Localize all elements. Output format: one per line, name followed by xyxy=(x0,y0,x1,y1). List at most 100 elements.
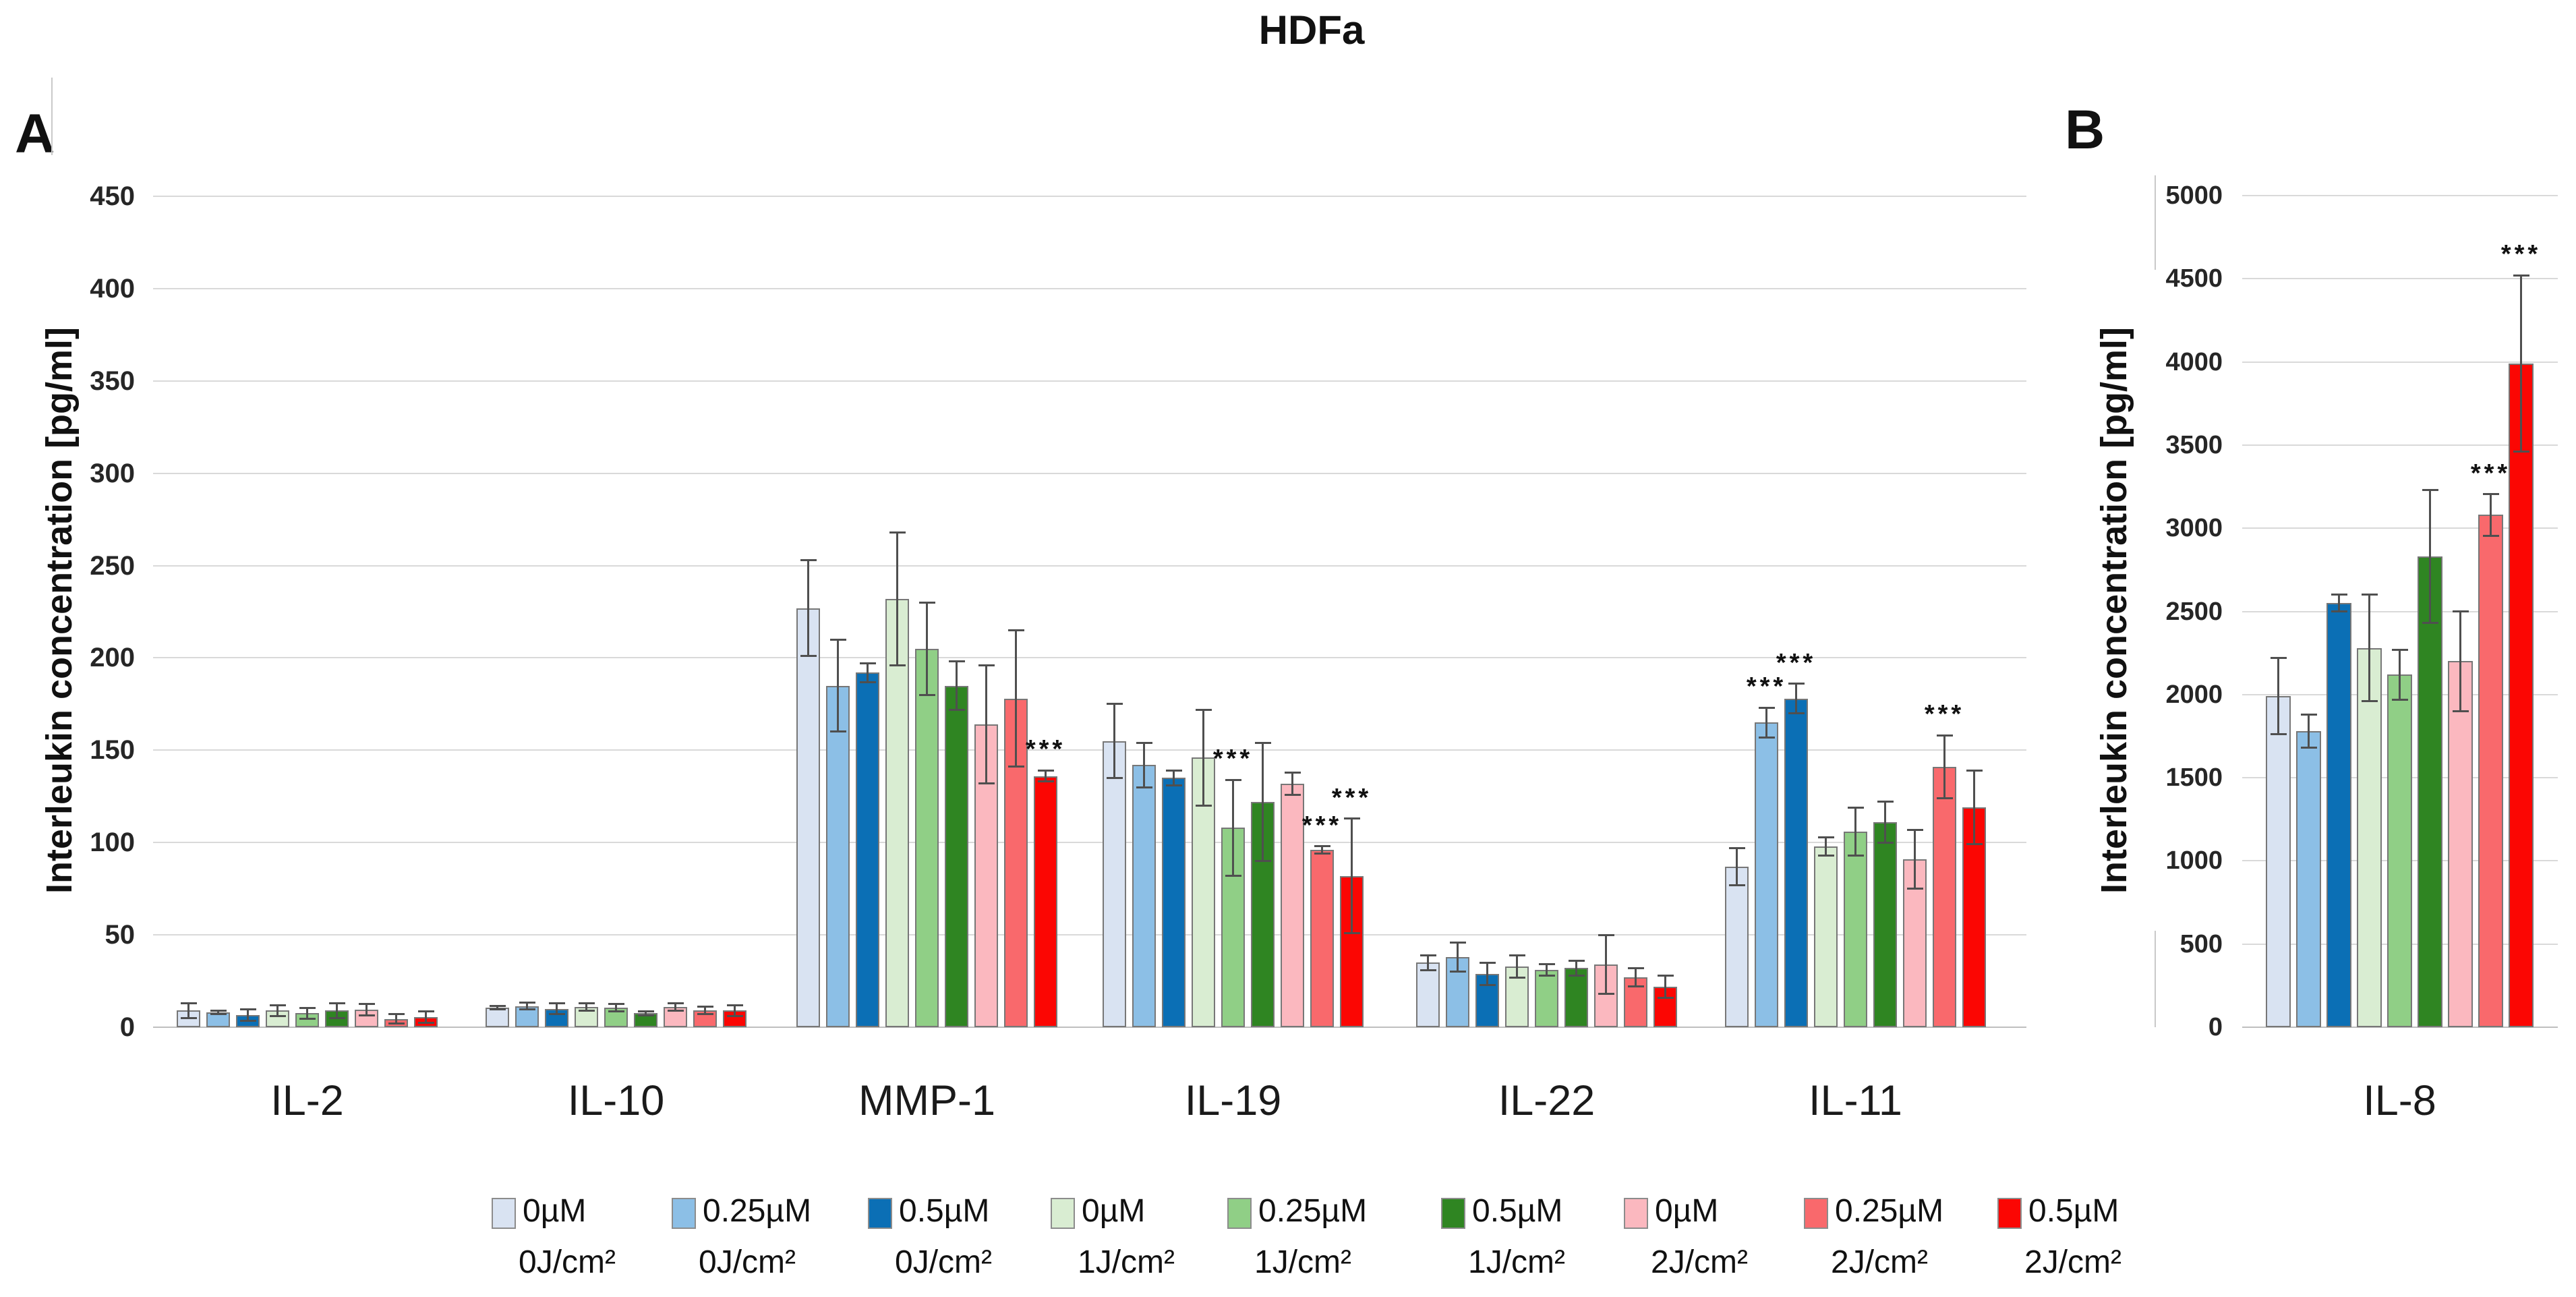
legend-swatch-5 xyxy=(1441,1198,1465,1229)
legend-swatch-1 xyxy=(672,1198,696,1229)
category-label-IL-22: IL-22 xyxy=(1498,1077,1596,1124)
error-cap-IL-19-8-1 xyxy=(1343,931,1360,934)
error-cap-MMP-1-8-1 xyxy=(1037,780,1054,783)
y-tick-A-450: 450 xyxy=(90,181,135,211)
significance-marker-IL-11-7: *** xyxy=(1924,700,1965,729)
error-cap-IL-22-2-1 xyxy=(1479,983,1496,986)
error-cap-IL-2-6-0 xyxy=(358,1003,375,1006)
error-bar-IL-10-7 xyxy=(704,1006,706,1014)
legend-conc-label-2: 0.5µM xyxy=(899,1193,990,1229)
bar-IL-19-0µM 0J/cm² xyxy=(1103,741,1126,1027)
error-bar-IL-8-4 xyxy=(2399,650,2401,700)
bar-IL-19-0.5µM 2J/cm² xyxy=(1340,875,1364,1027)
error-bar-IL-10-0 xyxy=(496,1006,498,1010)
gridline-B-4000 xyxy=(2242,361,2558,363)
gridline-A-250 xyxy=(153,565,2026,567)
significance-marker-IL-19-4: *** xyxy=(1212,745,1254,774)
error-cap-IL-10-4-1 xyxy=(608,1010,624,1013)
error-cap-MMP-1-4-1 xyxy=(918,693,935,696)
error-cap-MMP-1-4-0 xyxy=(918,601,935,604)
legend-swatch-6 xyxy=(1624,1198,1648,1229)
error-cap-IL-19-4-1 xyxy=(1225,875,1241,877)
error-cap-IL-11-7-1 xyxy=(1936,797,1953,799)
y-tick-A-0: 0 xyxy=(119,1012,135,1042)
error-cap-MMP-1-1-0 xyxy=(829,638,846,641)
legend-conc-label-1: 0.25µM xyxy=(703,1193,812,1229)
error-cap-MMP-1-2-0 xyxy=(859,662,876,665)
error-cap-IL-10-8-1 xyxy=(726,1015,743,1018)
error-bar-IL-22-3 xyxy=(1516,955,1518,978)
error-bar-IL-19-0 xyxy=(1113,703,1115,778)
error-cap-MMP-1-5-1 xyxy=(948,708,965,711)
x-axis-line-B xyxy=(2242,1027,2558,1028)
error-cap-IL-22-5-1 xyxy=(1568,974,1585,977)
bar-IL-11-0.25µM 0J/cm² xyxy=(1755,722,1778,1027)
significance-marker-IL-8-8: *** xyxy=(2500,240,2542,269)
error-cap-IL-22-0-1 xyxy=(1419,969,1436,971)
error-cap-IL-2-1-1 xyxy=(210,1013,227,1016)
bar-IL-8-0.25µM 0J/cm² xyxy=(2296,731,2321,1027)
error-cap-IL-8-1-0 xyxy=(2300,713,2317,716)
error-cap-IL-11-4-1 xyxy=(1847,854,1864,857)
bar-IL-8-0.25µM 2J/cm² xyxy=(2478,515,2503,1027)
error-bar-IL-10-1 xyxy=(526,1002,528,1010)
error-bar-IL-22-8 xyxy=(1664,975,1666,998)
y-axis-line-B-1 xyxy=(2155,931,2156,1027)
error-cap-IL-8-3-1 xyxy=(2361,700,2378,703)
bar-IL-19-0.25µM 2J/cm² xyxy=(1310,850,1334,1027)
significance-marker-MMP-1-8: *** xyxy=(1025,735,1066,764)
error-cap-MMP-1-5-0 xyxy=(948,660,965,663)
error-cap-IL-10-5-0 xyxy=(637,1010,654,1013)
error-bar-IL-19-7 xyxy=(1321,846,1323,854)
error-cap-IL-19-6-0 xyxy=(1284,771,1301,774)
error-bar-IL-19-5 xyxy=(1262,743,1264,861)
bar-IL-8-0.5µM 1J/cm² xyxy=(2418,556,2442,1027)
gridline-A-450 xyxy=(153,195,2026,197)
error-bar-IL-8-3 xyxy=(2368,594,2370,701)
gridline-B-3000 xyxy=(2242,527,2558,529)
error-cap-IL-2-2-1 xyxy=(239,1019,256,1022)
error-cap-MMP-1-3-0 xyxy=(889,531,906,534)
error-cap-IL-8-3-0 xyxy=(2361,594,2378,596)
significance-marker-IL-8-7: *** xyxy=(2470,459,2511,488)
error-bar-MMP-1-0 xyxy=(807,560,809,656)
error-cap-IL-19-0-1 xyxy=(1106,776,1123,779)
error-cap-MMP-1-6-1 xyxy=(978,782,995,785)
error-cap-IL-8-5-1 xyxy=(2422,622,2438,625)
error-cap-IL-8-7-1 xyxy=(2482,534,2499,537)
error-cap-IL-19-2-1 xyxy=(1165,784,1182,786)
bar-MMP-1-0µM 0J/cm² xyxy=(796,608,820,1027)
error-cap-IL-8-5-0 xyxy=(2422,488,2438,491)
legend-swatch-0 xyxy=(492,1198,516,1229)
error-bar-MMP-1-4 xyxy=(926,602,928,695)
error-cap-IL-2-5-1 xyxy=(328,1016,345,1019)
bar-IL-22-0.25µM 1J/cm² xyxy=(1535,970,1558,1027)
error-cap-IL-2-0-1 xyxy=(180,1016,197,1019)
category-label-IL-8: IL-8 xyxy=(2363,1077,2436,1124)
error-cap-IL-2-2-0 xyxy=(239,1008,256,1011)
error-cap-IL-22-1-1 xyxy=(1449,971,1466,973)
error-cap-IL-19-3-1 xyxy=(1195,804,1212,807)
error-cap-IL-2-1-0 xyxy=(210,1009,227,1012)
y-tick-B-2000: 2000 xyxy=(2165,680,2223,709)
error-bar-IL-22-6 xyxy=(1605,935,1607,994)
error-cap-IL-10-8-0 xyxy=(726,1004,743,1006)
error-cap-IL-19-4-0 xyxy=(1225,778,1241,781)
error-cap-IL-11-3-1 xyxy=(1817,854,1834,857)
panel-a-label: A xyxy=(15,103,55,165)
legend-swatch-7 xyxy=(1804,1198,1828,1229)
error-bar-IL-11-2 xyxy=(1795,683,1797,714)
error-bar-IL-2-1 xyxy=(217,1010,219,1014)
bar-IL-8-0.5µM 2J/cm² xyxy=(2509,364,2534,1027)
x-axis-line-A xyxy=(153,1027,2026,1028)
error-cap-IL-11-5-1 xyxy=(1877,841,1894,844)
category-label-MMP-1: MMP-1 xyxy=(858,1077,995,1124)
error-cap-MMP-1-3-1 xyxy=(889,664,906,666)
error-bar-IL-8-8 xyxy=(2520,275,2522,452)
bar-IL-8-0.5µM 0J/cm² xyxy=(2326,603,2351,1027)
error-cap-IL-10-0-0 xyxy=(489,1005,506,1007)
error-cap-IL-2-0-0 xyxy=(180,1002,197,1004)
error-bar-IL-11-5 xyxy=(1884,801,1886,843)
figure-title: HDFa xyxy=(1258,7,1365,53)
